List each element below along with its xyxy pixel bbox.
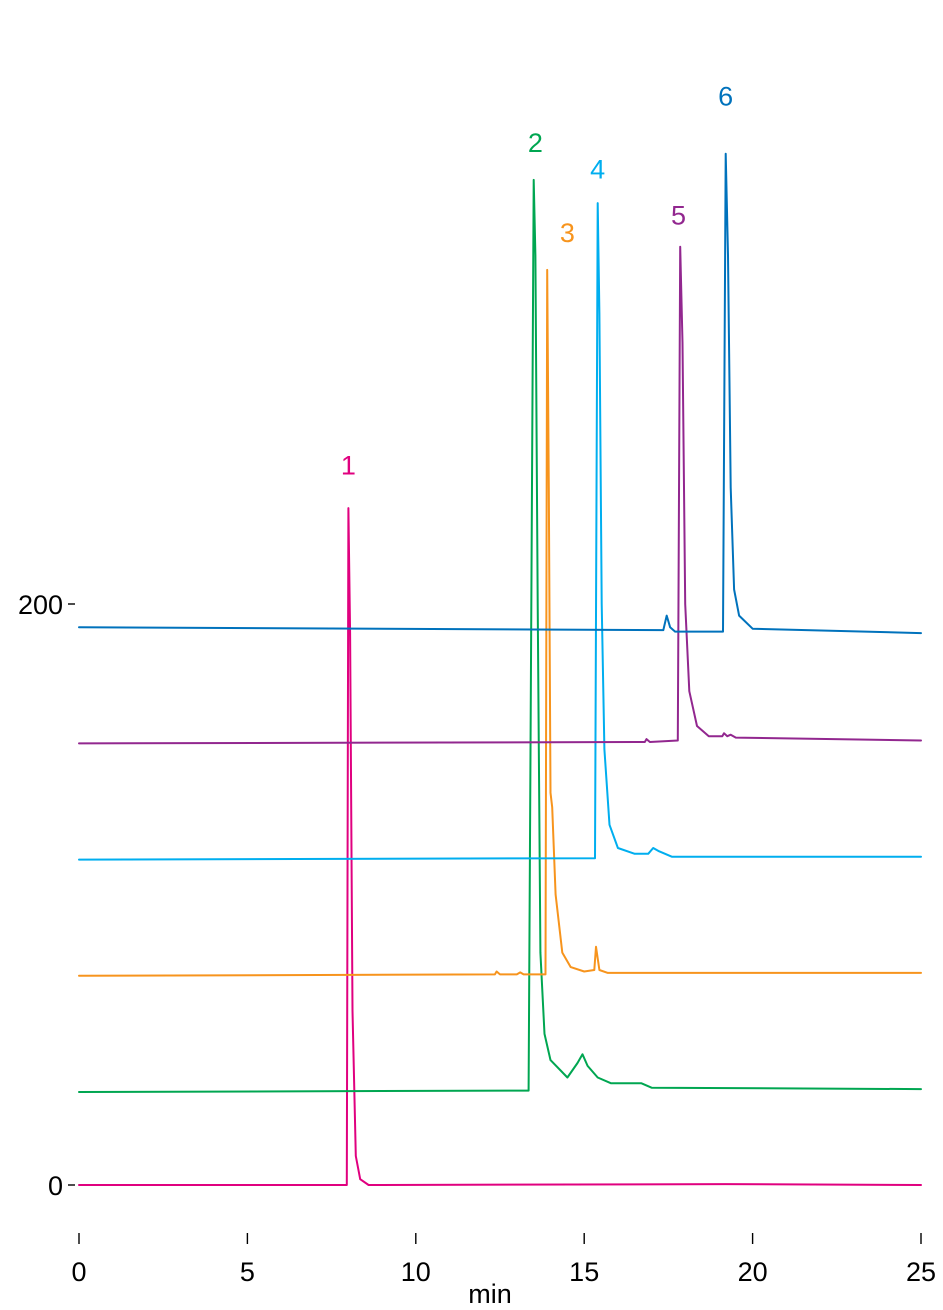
x-tick-label: 15 — [569, 1257, 599, 1287]
x-tick-label: 0 — [71, 1257, 86, 1287]
trace-peak-4 — [78, 202, 922, 861]
x-tick-label: 25 — [906, 1257, 936, 1287]
x-axis: 0 5 10 15 20 25 — [71, 1233, 936, 1287]
trace-peak-2 — [78, 178, 922, 1093]
peak-labels: 1 2 3 4 5 6 — [341, 82, 733, 481]
peak-label-6: 6 — [718, 82, 733, 112]
y-tick-label: 200 — [18, 590, 63, 620]
y-axis: 0 200 — [18, 590, 75, 1201]
x-axis-title: min — [468, 1279, 512, 1309]
trace-peak-1 — [78, 507, 922, 1186]
chromatogram-traces — [78, 152, 922, 1186]
peak-label-4: 4 — [590, 154, 605, 184]
trace-peak-6 — [78, 152, 922, 635]
peak-label-2: 2 — [528, 128, 543, 158]
x-tick-label: 5 — [240, 1257, 255, 1287]
trace-peak-5 — [78, 245, 922, 745]
peak-label-1: 1 — [341, 451, 356, 481]
x-tick-label: 20 — [738, 1257, 768, 1287]
peak-label-5: 5 — [671, 201, 686, 231]
x-tick-label: 10 — [401, 1257, 431, 1287]
trace-peak-3 — [78, 268, 922, 977]
peak-label-3: 3 — [560, 218, 575, 248]
y-tick-label: 0 — [48, 1171, 63, 1201]
